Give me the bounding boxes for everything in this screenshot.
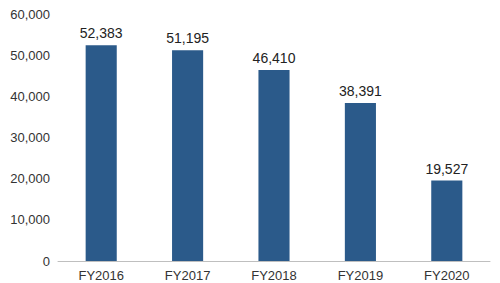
- svg-text:0: 0: [43, 254, 50, 269]
- svg-text:60,000: 60,000: [10, 7, 50, 22]
- svg-text:30,000: 30,000: [10, 130, 50, 145]
- svg-text:19,527: 19,527: [425, 161, 468, 177]
- svg-text:FY2016: FY2016: [78, 268, 124, 283]
- svg-text:52,383: 52,383: [80, 25, 123, 41]
- svg-text:46,410: 46,410: [253, 50, 296, 66]
- svg-text:38,391: 38,391: [339, 83, 382, 99]
- svg-text:FY2019: FY2019: [338, 268, 384, 283]
- svg-text:FY2017: FY2017: [165, 268, 211, 283]
- svg-text:FY2018: FY2018: [251, 268, 297, 283]
- svg-text:10,000: 10,000: [10, 212, 50, 227]
- svg-text:50,000: 50,000: [10, 48, 50, 63]
- svg-text:51,195: 51,195: [166, 30, 209, 46]
- svg-text:40,000: 40,000: [10, 89, 50, 104]
- svg-text:FY2020: FY2020: [424, 268, 470, 283]
- svg-text:20,000: 20,000: [10, 171, 50, 186]
